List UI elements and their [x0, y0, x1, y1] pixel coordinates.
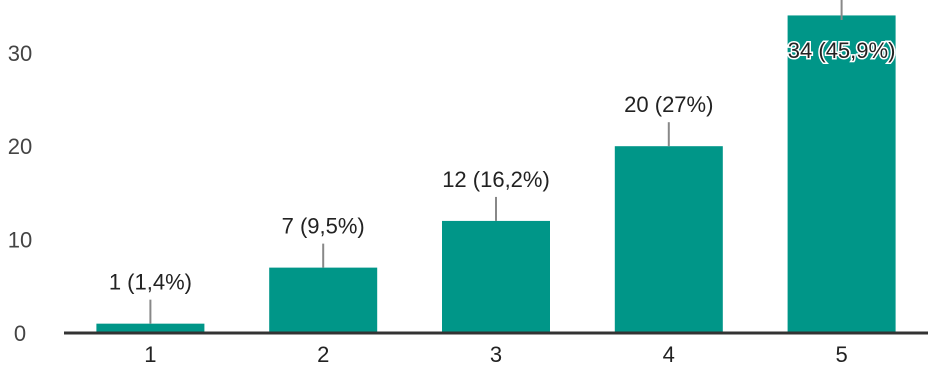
leader-lines — [149, 0, 843, 324]
y-tick-label: 20 — [8, 134, 32, 159]
x-axis-ticks: 1 2 3 4 5 — [144, 342, 847, 367]
bars — [96, 15, 896, 333]
data-label-3: 12 (16,2%) — [442, 167, 550, 192]
data-label-1: 1 (1,4%) — [109, 270, 192, 295]
x-tick-label: 1 — [144, 342, 156, 367]
x-tick-label: 2 — [317, 342, 329, 367]
bar-1 — [96, 323, 205, 333]
y-axis-ticks: 0 10 20 30 — [8, 41, 32, 346]
x-tick-label: 5 — [835, 342, 847, 367]
y-tick-label: 10 — [8, 228, 32, 253]
y-tick-label: 30 — [8, 41, 32, 66]
bar-2 — [269, 267, 378, 333]
bar-4 — [614, 146, 723, 333]
bar-3 — [442, 220, 550, 333]
bar-5 — [787, 15, 896, 333]
y-tick-label: 0 — [14, 321, 26, 346]
data-label-4: 20 (27%) — [624, 92, 713, 117]
x-tick-label: 4 — [663, 342, 675, 367]
data-label-2: 7 (9,5%) — [282, 214, 365, 239]
data-label-5: 34 (45,9%) — [788, 38, 896, 63]
data-labels: 1 (1,4%) 7 (9,5%) 12 (16,2%) 20 (27%) 34 (45… — [109, 37, 897, 295]
x-tick-label: 3 — [490, 342, 502, 367]
